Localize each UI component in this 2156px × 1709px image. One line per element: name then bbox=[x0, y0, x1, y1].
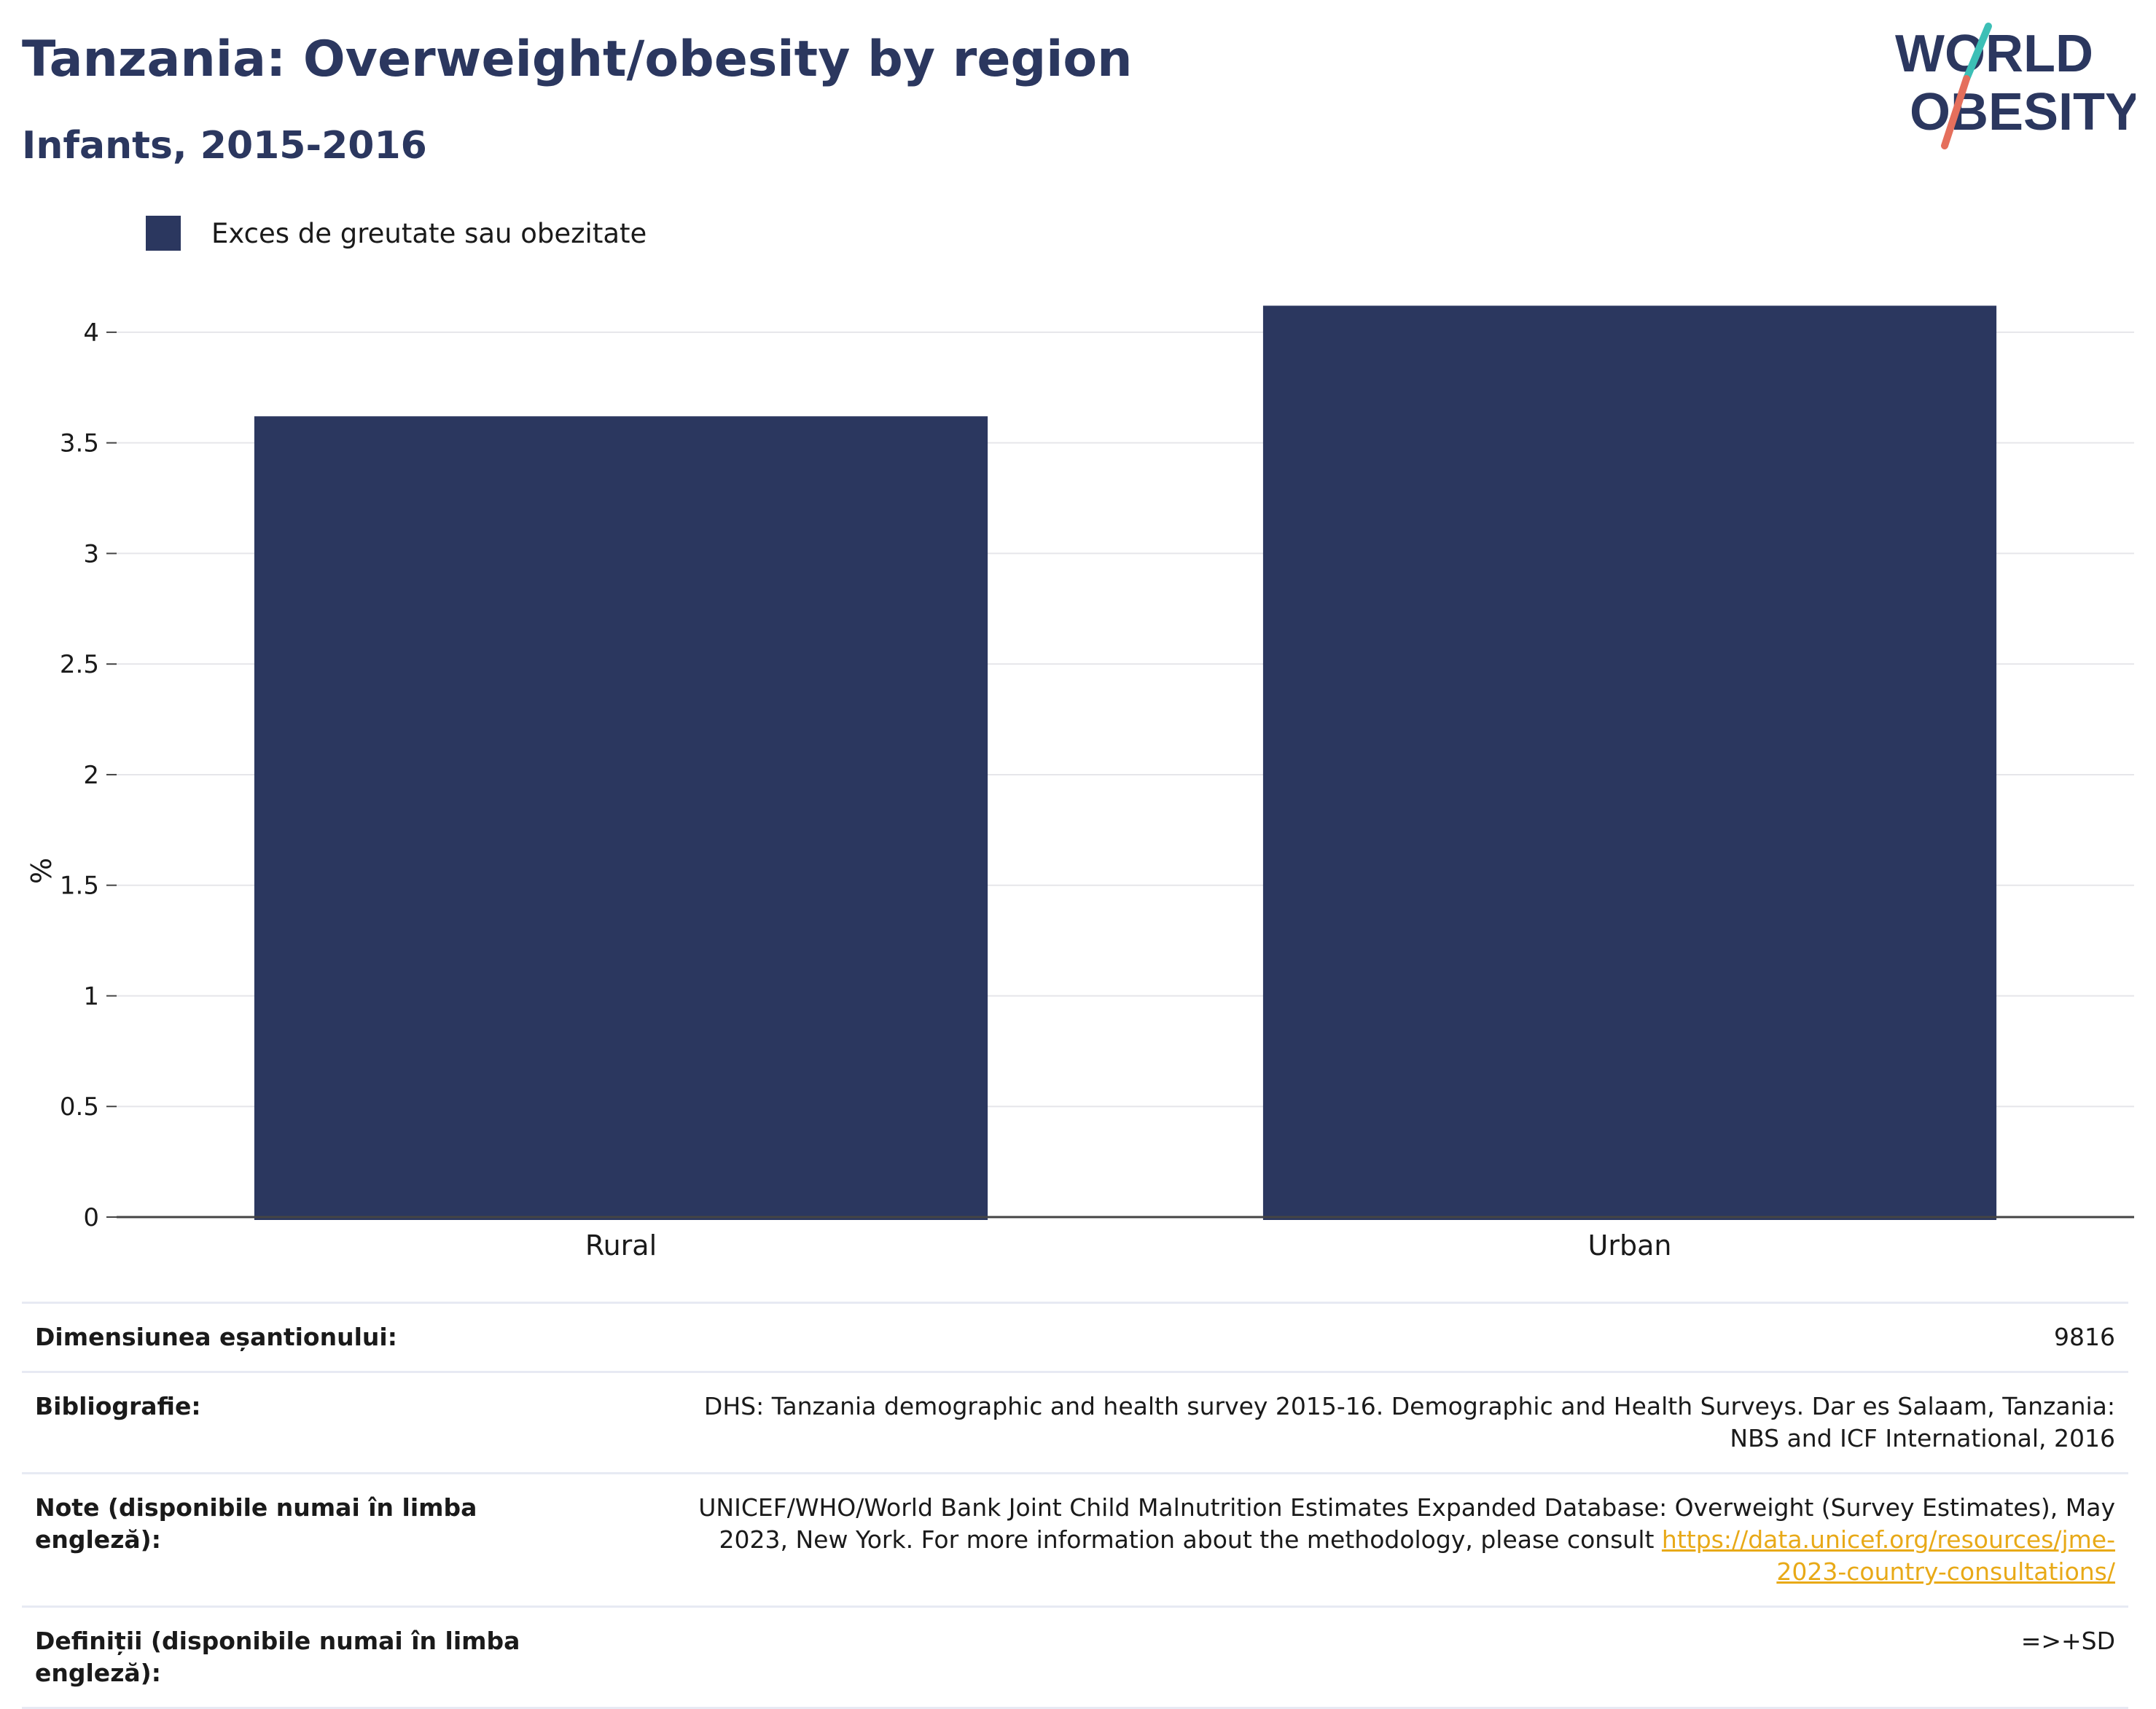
sample-size-value: 9816 bbox=[2054, 1323, 2115, 1351]
bars bbox=[254, 305, 1997, 1220]
y-tick-label: 3.5 bbox=[60, 429, 99, 458]
x-category-label: Rural bbox=[585, 1229, 657, 1262]
y-axis-title: % bbox=[26, 858, 58, 884]
legend-swatch bbox=[146, 216, 181, 251]
notes-label: Note (disponibile numai în limba engleză… bbox=[35, 1493, 477, 1554]
logo-text-obesity: OBESITY bbox=[1910, 83, 2136, 141]
definitions-value: =>+SD bbox=[2020, 1627, 2115, 1655]
notes-text: UNICEF/WHO/World Bank Joint Child Malnut… bbox=[698, 1493, 2115, 1554]
y-tick-label: 2.5 bbox=[60, 650, 99, 679]
info-row-bibliography: Bibliografie: DHS: Tanzania demographic … bbox=[22, 1373, 2128, 1474]
logo-slash-top bbox=[1963, 23, 1992, 82]
info-row-notes: Note (disponibile numai în limba engleză… bbox=[22, 1474, 2128, 1608]
bar-urban[interactable] bbox=[1262, 305, 1997, 1220]
y-tick-label: 1 bbox=[83, 982, 99, 1011]
y-tick-label: 3 bbox=[83, 539, 99, 568]
bibliography-label: Bibliografie: bbox=[35, 1392, 201, 1420]
sample-size-label: Dimensiunea eșantionului: bbox=[35, 1323, 397, 1351]
logo-slash-bottom bbox=[1941, 75, 1970, 149]
y-tick-label: 1.5 bbox=[60, 872, 99, 901]
notes-link[interactable]: https://data.unicef.org/resources/jme-20… bbox=[1661, 1525, 2115, 1586]
y-axis-ticks: 0 0.5 1 1.5 2 2.5 3 3.5 4 bbox=[60, 318, 117, 1232]
notes-value: UNICEF/WHO/World Bank Joint Child Malnut… bbox=[657, 1492, 2115, 1588]
chart-legend[interactable]: Exces de greutate sau obezitate bbox=[146, 216, 647, 251]
world-obesity-logo: WORLD OBESITY bbox=[1895, 23, 2136, 149]
chart-subtitle: Infants, 2015-2016 bbox=[22, 124, 427, 168]
y-tick-label: 0.5 bbox=[60, 1092, 99, 1122]
info-row-sample-size: Dimensiunea eșantionului: 9816 bbox=[22, 1304, 2128, 1373]
y-tick-label: 0 bbox=[83, 1203, 99, 1232]
chart-title: Tanzania: Overweight/obesity by region bbox=[22, 31, 1133, 88]
x-category-label: Urban bbox=[1588, 1229, 1672, 1262]
bar-chart: 0 0.5 1 1.5 2 2.5 3 3.5 4 Rural Urban % bbox=[26, 305, 2134, 1262]
logo-text-world: WORLD bbox=[1895, 25, 2093, 83]
bar-rural[interactable] bbox=[254, 416, 988, 1220]
x-axis-labels: Rural Urban bbox=[585, 1229, 1672, 1262]
y-tick-label: 2 bbox=[83, 761, 99, 790]
info-row-definitions: Definiții (disponibile numai în limba en… bbox=[22, 1608, 2128, 1709]
definitions-label: Definiții (disponibile numai în limba en… bbox=[35, 1627, 520, 1687]
y-tick-label: 4 bbox=[83, 318, 99, 348]
info-table: Dimensiunea eșantionului: 9816 Bibliogra… bbox=[22, 1302, 2128, 1709]
bibliography-value: DHS: Tanzania demographic and health sur… bbox=[703, 1392, 2115, 1452]
legend-label: Exces de greutate sau obezitate bbox=[211, 217, 647, 249]
